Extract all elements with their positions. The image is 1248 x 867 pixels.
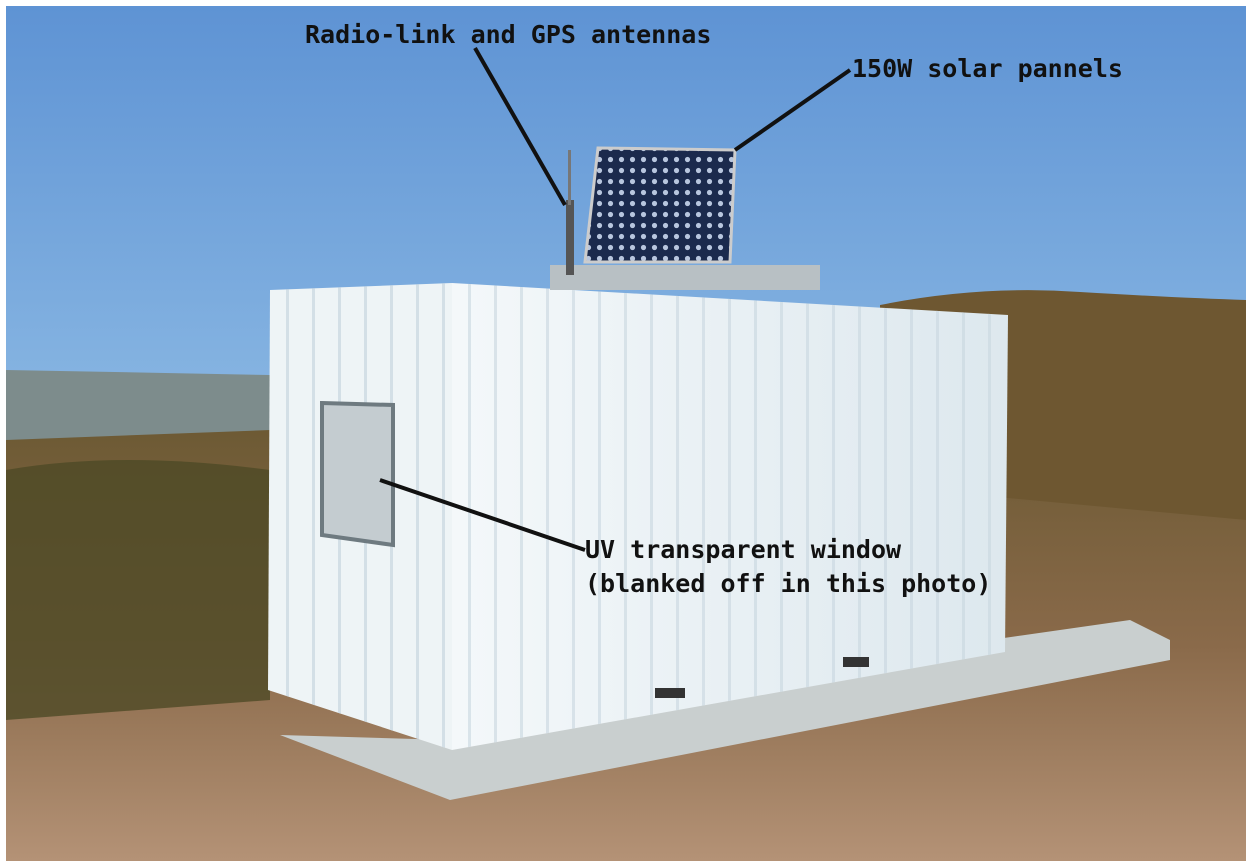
pointer-line — [473, 47, 567, 206]
vent — [843, 657, 869, 667]
roof-equipment — [550, 265, 820, 290]
annotation: (blanked off in this photo) — [585, 569, 991, 598]
vent — [655, 688, 685, 698]
annotation: UV transparent window — [585, 535, 902, 564]
solar-panel — [583, 146, 737, 264]
antenna-mast — [566, 200, 574, 275]
container-side-ribs — [452, 283, 1008, 750]
concrete-slab — [280, 620, 1170, 800]
shrubs — [6, 460, 270, 720]
window-blank — [320, 400, 395, 548]
pointer-line — [379, 478, 586, 552]
antenna — [568, 150, 571, 205]
annotation: 150W solar pannels — [852, 54, 1123, 83]
pointer-line — [733, 68, 852, 152]
annotation: Radio-link and GPS antennas — [305, 20, 711, 49]
